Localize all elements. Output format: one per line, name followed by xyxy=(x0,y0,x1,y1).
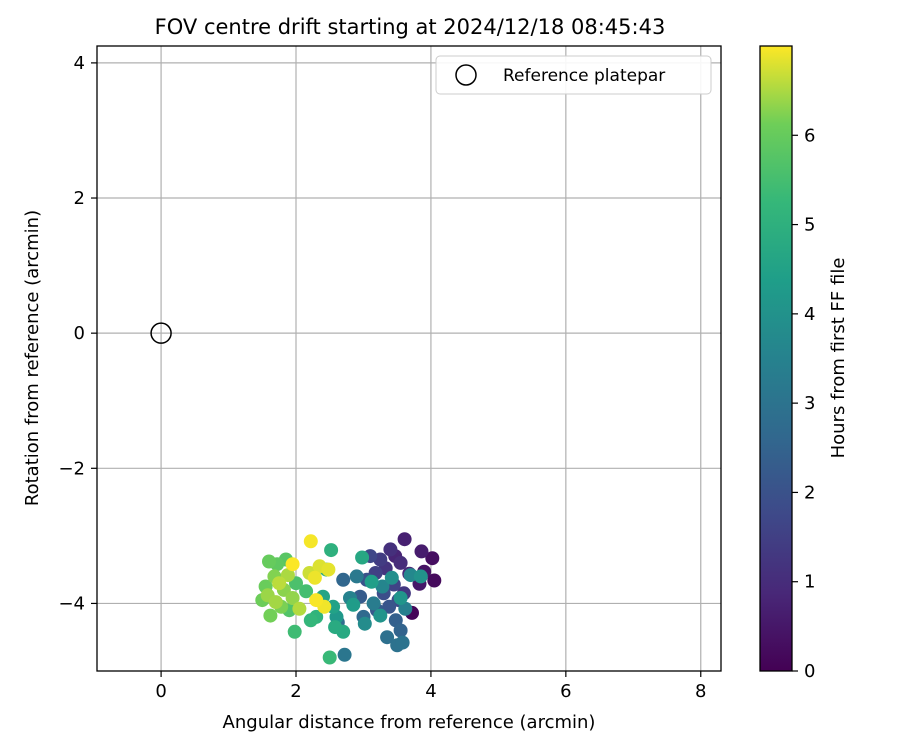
data-point xyxy=(425,551,440,566)
data-point xyxy=(287,624,302,639)
y-tick-label: 2 xyxy=(74,188,85,209)
data-point xyxy=(322,650,337,665)
data-point xyxy=(349,569,364,584)
y-tick-label: −4 xyxy=(58,593,85,614)
x-tick-label: 4 xyxy=(425,681,436,702)
reference-platepar-marker xyxy=(150,322,172,344)
colorbar-tick-label: 4 xyxy=(804,304,815,325)
x-axis-ticks: 0 2 4 6 8 xyxy=(155,671,706,702)
data-point xyxy=(357,616,372,631)
data-point xyxy=(285,591,300,605)
data-point xyxy=(380,630,395,645)
data-point xyxy=(307,570,322,585)
data-point xyxy=(285,557,300,572)
data-point xyxy=(268,595,283,610)
x-tick-label: 0 xyxy=(155,681,166,702)
data-point xyxy=(336,572,351,587)
legend-box xyxy=(435,55,712,95)
data-point xyxy=(364,574,379,589)
colorbar-tick-label: 1 xyxy=(804,572,815,593)
chart-title: FOV centre drift starting at 2024/12/18 … xyxy=(155,15,666,39)
data-point xyxy=(375,579,390,594)
data-point xyxy=(346,597,361,612)
data-point xyxy=(395,635,410,650)
data-point xyxy=(303,613,318,628)
data-point xyxy=(414,544,429,559)
scatter-points xyxy=(255,532,442,665)
colorbar-tick-label: 0 xyxy=(804,661,815,682)
data-point xyxy=(328,620,343,635)
data-point xyxy=(355,550,370,565)
data-point xyxy=(383,542,398,557)
data-point xyxy=(263,608,278,623)
y-tick-label: −2 xyxy=(58,458,85,479)
data-point xyxy=(397,532,412,547)
y-tick-label: 0 xyxy=(74,323,85,344)
data-point xyxy=(366,596,381,611)
legend-entry: Reference platepar xyxy=(503,66,665,86)
colorbar-tick-label: 5 xyxy=(804,215,815,236)
data-point xyxy=(280,568,295,583)
plot-frame xyxy=(96,45,722,672)
data-point xyxy=(303,534,318,549)
data-point xyxy=(292,601,307,616)
y-axis-label: Rotation from reference (arcmin) xyxy=(22,210,43,506)
y-tick-label: 4 xyxy=(74,53,85,74)
colorbar-tick-label: 6 xyxy=(804,125,815,146)
data-point xyxy=(309,593,324,608)
colorbar-tick-label: 3 xyxy=(804,393,815,414)
colorbar-label: Hours from first FF file xyxy=(828,258,849,459)
data-point xyxy=(337,647,352,662)
legend-marker xyxy=(455,64,477,86)
data-point xyxy=(393,623,408,638)
data-point xyxy=(384,570,399,585)
x-axis-label: Angular distance from reference (arcmin) xyxy=(223,712,596,733)
x-tick-label: 2 xyxy=(290,681,301,702)
reference-circle xyxy=(150,322,172,344)
data-point xyxy=(299,584,314,599)
y-axis-ticks: 4 2 0 −2 −4 xyxy=(58,53,97,614)
x-tick-label: 6 xyxy=(560,681,571,702)
data-point xyxy=(373,608,388,623)
x-tick-label: 8 xyxy=(695,681,706,702)
colorbar-ticks: 0 1 2 3 4 5 6 xyxy=(792,125,815,682)
data-point xyxy=(272,576,287,591)
data-point xyxy=(321,562,336,577)
data-point xyxy=(393,591,408,605)
data-point xyxy=(382,599,397,614)
data-point xyxy=(324,543,339,558)
legend: Reference platepar xyxy=(435,55,712,95)
colorbar xyxy=(759,45,793,672)
data-point xyxy=(262,554,276,569)
data-point xyxy=(413,569,428,584)
colorbar-tick-label: 2 xyxy=(804,482,815,503)
data-point xyxy=(398,601,413,616)
data-point xyxy=(427,573,442,588)
data-point xyxy=(393,555,408,570)
